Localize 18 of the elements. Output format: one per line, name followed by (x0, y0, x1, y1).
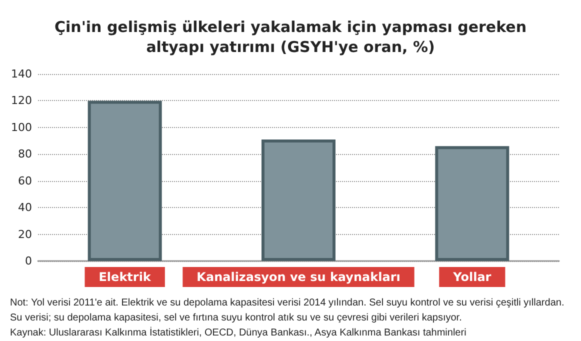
y-tick-label: 60 (18, 174, 32, 188)
y-tick-label: 120 (11, 94, 32, 108)
x-tick-label: Yollar (452, 270, 492, 284)
y-tick-label: 100 (11, 120, 32, 134)
text: Kaynak: Uluslararası Kalkınma İstatistikleri, OECD, Dünya Bankası., Asya Kalkınma Bankası tahminleri (10, 326, 466, 338)
bar (262, 139, 336, 261)
bar (88, 100, 162, 261)
y-tick-label: 0 (25, 254, 32, 268)
text: Su verisi; su depolama kapasitesi, sel ve fırtına suyu kontrol atık su ve su çevresi gibi verileri kapsıyor. (10, 312, 462, 324)
x-tick-label: Elektrik (98, 270, 152, 284)
y-tick-label: 20 (18, 228, 32, 241)
chart-title: Çin'in gelişmiş ülkeleri yakalamak için yapması gereken altyapı yatırımı (GSYH'ye oran, %) (54, 18, 527, 56)
y-tick-label: 80 (18, 148, 32, 161)
bar (435, 146, 510, 261)
x-tick-label: Kanalizasyon ve su kaynakları (196, 270, 400, 284)
y-tick-label: 40 (18, 201, 32, 214)
y-tick-label: 140 (11, 68, 32, 80)
text: Not: Yol verisi 2011'e ait. Elektrik ve su depolama kapasitesi verisi 2014 yılından. Sel suyu kontrol ve su verisi çeşitli yıllardan. (10, 298, 564, 308)
